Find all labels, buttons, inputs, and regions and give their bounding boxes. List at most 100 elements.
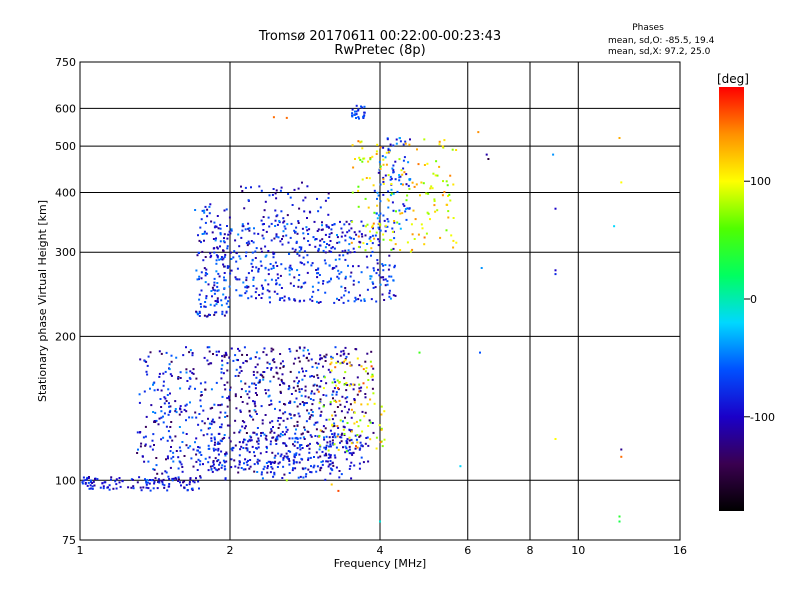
data-point <box>271 467 274 470</box>
data-point <box>342 301 345 304</box>
data-point <box>238 431 241 434</box>
data-point <box>371 155 374 158</box>
data-point <box>320 357 323 360</box>
data-point <box>319 398 322 401</box>
data-point <box>358 467 361 470</box>
data-point <box>382 214 385 217</box>
data-point <box>389 194 392 197</box>
data-point <box>336 435 339 438</box>
data-point <box>246 447 249 450</box>
data-point <box>224 477 227 480</box>
data-point <box>317 210 320 213</box>
data-point <box>295 226 298 229</box>
data-point <box>112 487 115 490</box>
data-point <box>310 408 313 411</box>
data-point <box>138 401 141 404</box>
data-point <box>344 397 347 400</box>
data-point <box>340 227 343 230</box>
data-point <box>436 209 439 212</box>
data-point <box>379 283 382 286</box>
data-point <box>153 389 156 392</box>
data-point <box>280 287 283 289</box>
data-point <box>195 453 198 456</box>
data-point <box>329 371 332 374</box>
y-tick-label: 600 <box>55 102 76 115</box>
data-point <box>299 475 302 478</box>
data-point <box>222 250 225 252</box>
data-point <box>384 284 387 287</box>
data-point <box>330 277 332 280</box>
data-point <box>221 313 224 316</box>
data-point <box>292 284 295 287</box>
data-point <box>219 411 222 414</box>
colorbar-tick-label: 0 <box>750 293 757 306</box>
data-point <box>345 440 348 443</box>
data-point <box>309 298 312 301</box>
data-point <box>141 455 144 458</box>
data-point <box>337 433 340 436</box>
data-point <box>357 281 360 284</box>
data-point <box>358 156 361 159</box>
data-point <box>220 377 223 380</box>
data-point <box>277 277 280 280</box>
data-point <box>406 241 409 244</box>
data-point <box>142 486 145 489</box>
data-point <box>293 444 296 447</box>
data-point <box>285 479 288 482</box>
data-point <box>138 393 141 396</box>
data-point <box>333 247 336 250</box>
data-point <box>281 430 284 433</box>
data-point <box>417 163 420 166</box>
data-point <box>213 443 216 446</box>
data-point <box>159 398 162 400</box>
data-point <box>167 413 170 416</box>
data-point <box>292 459 295 462</box>
data-point <box>210 388 213 391</box>
data-point <box>292 462 295 465</box>
data-point <box>350 452 353 455</box>
data-point <box>256 458 259 461</box>
data-point <box>372 184 375 187</box>
data-point <box>269 421 272 424</box>
data-point <box>254 291 257 294</box>
data-point <box>178 413 181 416</box>
data-point <box>185 403 188 406</box>
data-point <box>178 446 181 449</box>
data-point <box>271 193 274 196</box>
data-point <box>191 371 194 374</box>
data-point <box>359 447 362 450</box>
data-point <box>102 485 105 488</box>
data-point <box>242 225 245 228</box>
x-axis: 1 2 4 6 8 10 16 <box>77 544 688 557</box>
data-point <box>234 354 237 357</box>
data-point <box>309 398 312 400</box>
data-point <box>300 262 303 265</box>
data-point <box>227 305 230 308</box>
data-point <box>346 438 349 441</box>
data-point <box>375 231 378 234</box>
data-point <box>260 432 263 434</box>
data-point <box>288 348 291 350</box>
data-point <box>153 482 156 485</box>
data-point <box>158 375 161 378</box>
data-point <box>366 386 368 389</box>
data-point <box>382 176 385 179</box>
data-point <box>353 300 356 303</box>
stats-x-mode: mean, sd,X: 97.2, 25.0 <box>608 47 711 57</box>
data-point <box>217 227 220 230</box>
data-point <box>334 346 337 349</box>
data-point <box>213 313 216 316</box>
data-point <box>398 222 401 225</box>
data-point <box>283 473 286 476</box>
data-point <box>206 346 209 349</box>
data-point <box>216 289 219 292</box>
data-point <box>244 425 247 428</box>
data-point <box>387 206 390 209</box>
data-point <box>382 178 385 181</box>
data-point <box>310 471 313 474</box>
data-point <box>195 477 197 480</box>
data-point <box>158 481 161 484</box>
data-point <box>404 210 407 213</box>
data-point <box>197 234 199 237</box>
data-point <box>244 186 247 189</box>
